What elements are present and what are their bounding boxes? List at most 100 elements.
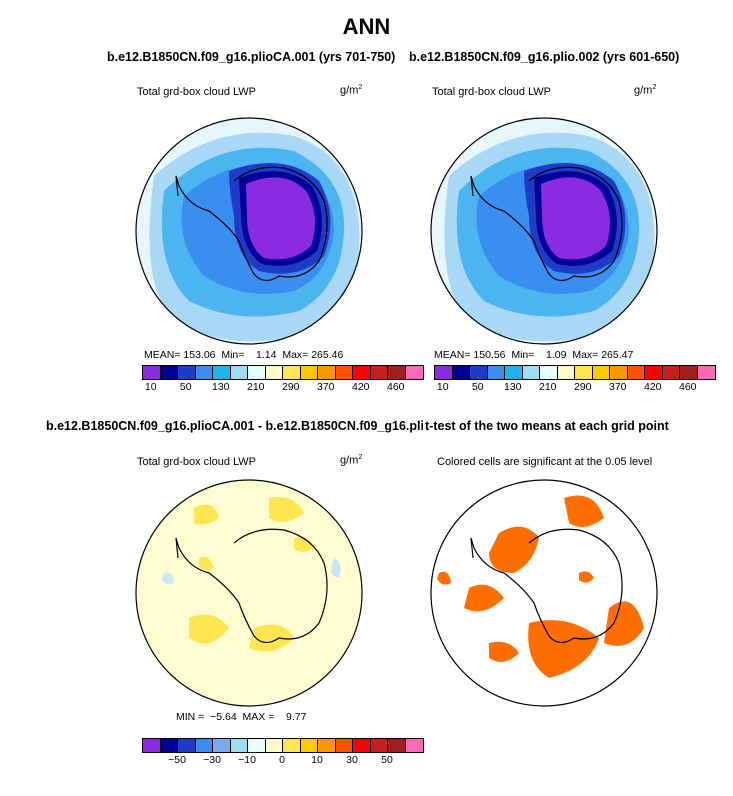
- colorbar-swatch: [300, 739, 318, 752]
- colorbar-swatch: [697, 366, 715, 379]
- colorbar-swatch: [662, 366, 680, 379]
- colorbar-tick-label: 420: [351, 381, 370, 393]
- colorbar-swatch: [283, 366, 301, 379]
- colorbar-swatch: [388, 739, 406, 752]
- colorbar-tick-label: −30: [203, 754, 221, 766]
- colorbar-swatch: [388, 366, 406, 379]
- panel-3-polar-map: [135, 479, 363, 707]
- colorbar-swatch: [160, 366, 178, 379]
- panel-3-title: b.e12.B1850CN.f09_g16.plioCA.001 - b.e12…: [46, 419, 456, 433]
- colorbar-swatch: [230, 739, 248, 752]
- colorbar-swatch: [505, 366, 523, 379]
- colorbar-tick-label: −10: [238, 754, 256, 766]
- colorbar-swatch: [353, 366, 371, 379]
- lwp-core-purple: [246, 177, 315, 260]
- significance-region: [579, 571, 594, 583]
- diff-patch: [194, 504, 219, 525]
- colorbar-swatch: [335, 739, 353, 752]
- colorbar-swatch: [265, 739, 283, 752]
- colorbar-swatch: [370, 739, 388, 752]
- colorbar-swatch: [248, 366, 266, 379]
- colorbar-tick-label: 50: [471, 381, 484, 393]
- figure-title: ANN: [342, 14, 391, 39]
- antarctica-coastline: [175, 166, 328, 282]
- colorbar-swatch: [283, 739, 301, 752]
- colorbar-swatch: [318, 739, 336, 752]
- diff-patch: [249, 624, 294, 652]
- colorbar-swatch: [370, 366, 388, 379]
- panel-2-colorbar: [434, 365, 716, 380]
- colorbar-tick-label: 210: [538, 381, 557, 393]
- diff-patch-negative: [331, 558, 341, 578]
- colorbar-swatch: [610, 366, 628, 379]
- colorbar-swatch: [435, 366, 453, 379]
- significance-region: [437, 571, 451, 585]
- panel-3-colorbar-ticks: −50 −30 −10 0 10 30 50: [142, 754, 424, 768]
- panel-2-unit-label: g/m2: [634, 84, 657, 97]
- colorbar-tick-label: 130: [211, 381, 230, 393]
- panel-3-colorbar: [142, 738, 424, 753]
- colorbar-swatch: [213, 366, 231, 379]
- antarctica-coastline: [470, 528, 623, 644]
- colorbar-swatch: [353, 739, 371, 752]
- panel-1-stats: MEAN= 153.06 Min= 1.14 Max= 265.46: [144, 349, 344, 361]
- lwp-core-purple: [541, 177, 610, 260]
- colorbar-tick-label: 460: [386, 381, 405, 393]
- colorbar-swatch: [195, 366, 213, 379]
- colorbar-swatch: [195, 739, 213, 752]
- colorbar-swatch: [213, 739, 231, 752]
- colorbar-swatch: [265, 366, 283, 379]
- panel-1-unit-label: g/m2: [340, 84, 363, 97]
- diff-patch-negative: [162, 572, 174, 584]
- significance-region: [489, 641, 519, 662]
- colorbar-swatch: [540, 366, 558, 379]
- colorbar-swatch: [405, 739, 423, 752]
- colorbar-tick-label: 10: [436, 381, 449, 393]
- colorbar-swatch: [335, 366, 353, 379]
- colorbar-swatch: [143, 366, 161, 379]
- diff-patch: [189, 614, 229, 644]
- antarctica-coastline: [175, 528, 328, 644]
- colorbar-tick-label: 290: [573, 381, 592, 393]
- panel-1-variable-label: Total grd-box cloud LWP: [137, 86, 257, 98]
- colorbar-swatch: [178, 366, 196, 379]
- panel-4-subtitle: Colored cells are significant at the 0.0…: [437, 456, 653, 468]
- panel-2-variable-label: Total grd-box cloud LWP: [432, 86, 552, 98]
- colorbar-swatch: [318, 366, 336, 379]
- colorbar-swatch: [680, 366, 698, 379]
- panel-3-variable-label: Total grd-box cloud LWP: [137, 456, 257, 468]
- significance-region: [528, 620, 599, 678]
- panel-2-colorbar-ticks: 10 50 130 210 290 370 420 460: [434, 381, 716, 395]
- panel-2-title: b.e12.B1850CN.f09_g16.plio.002 (yrs 601-…: [409, 50, 680, 64]
- colorbar-swatch: [627, 366, 645, 379]
- panel-4-title: t-test of the two means at each grid poi…: [423, 419, 669, 433]
- colorbar-swatch: [557, 366, 575, 379]
- significance-region: [564, 495, 604, 527]
- colorbar-swatch: [160, 739, 178, 752]
- panel-2-polar-map: [430, 117, 658, 345]
- colorbar-swatch: [470, 366, 488, 379]
- colorbar-tick-label: 50: [179, 381, 192, 393]
- antarctica-coastline: [470, 166, 623, 282]
- colorbar-swatch: [178, 739, 196, 752]
- colorbar-swatch: [592, 366, 610, 379]
- colorbar-tick-label: 50: [381, 754, 393, 766]
- colorbar-tick-label: −50: [168, 754, 186, 766]
- colorbar-swatch: [300, 366, 318, 379]
- panel-1-colorbar-ticks: 10 50 130 210 290 370 420 460: [142, 381, 424, 395]
- colorbar-swatch: [143, 739, 161, 752]
- diff-patch: [199, 556, 214, 571]
- colorbar-tick-label: 210: [246, 381, 265, 393]
- colorbar-swatch: [405, 366, 423, 379]
- colorbar-tick-label: 130: [503, 381, 522, 393]
- colorbar-tick-label: 420: [643, 381, 662, 393]
- colorbar-tick-label: 10: [144, 381, 157, 393]
- significance-region: [464, 584, 504, 612]
- panel-2-stats: MEAN= 150.56 Min= 1.09 Max= 265.47: [434, 349, 634, 361]
- panel-3-unit-label: g/m2: [340, 454, 363, 467]
- diff-patch: [269, 497, 304, 522]
- panel-3-stats: MIN = −5.64 MAX = 9.77: [176, 711, 307, 723]
- colorbar-tick-label: 460: [678, 381, 697, 393]
- colorbar-swatch: [487, 366, 505, 379]
- colorbar-tick-label: 370: [608, 381, 627, 393]
